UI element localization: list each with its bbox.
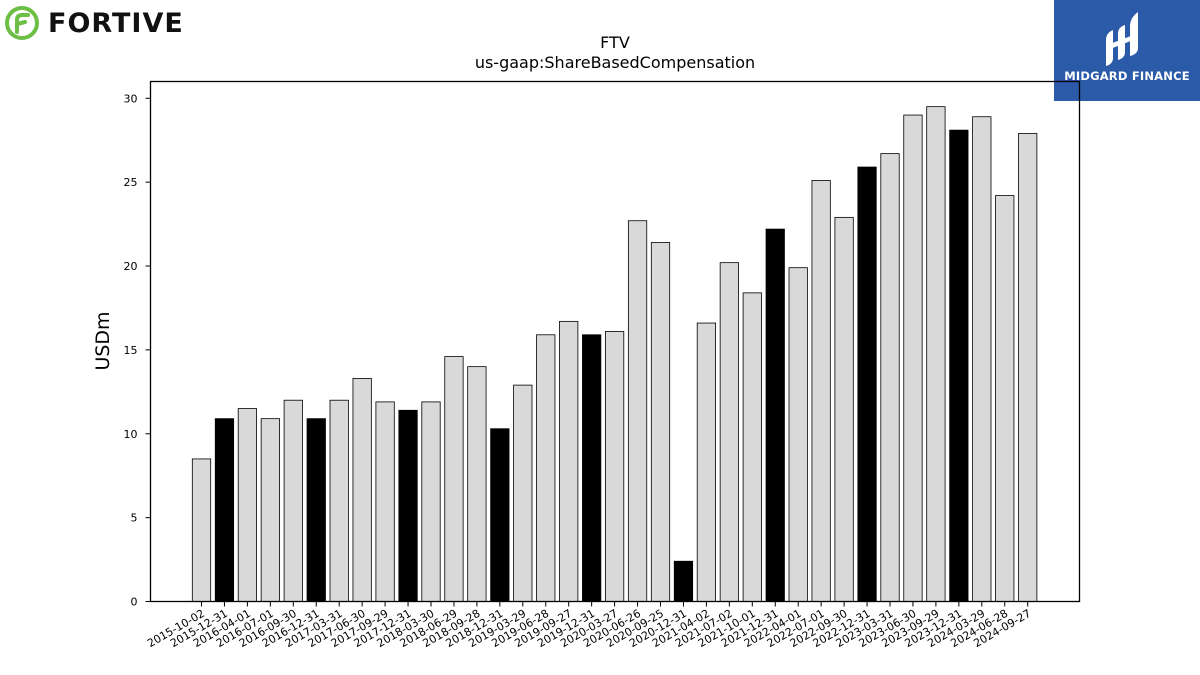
y-tick-label: 20 — [124, 260, 138, 273]
bar-2017-09-29 — [375, 401, 395, 602]
bar-2020-09-25 — [650, 242, 671, 602]
bar-2018-09-28 — [467, 366, 487, 602]
bar-2016-04-01 — [237, 408, 257, 602]
fortive-mark-icon — [5, 6, 39, 40]
bar-2020-03-27 — [605, 331, 625, 602]
bar-2019-12-31 — [582, 334, 602, 602]
bar-2015-12-31 — [214, 418, 235, 602]
bar-2023-03-31 — [880, 153, 900, 602]
bar-2017-03-31 — [329, 399, 349, 602]
bar-2022-12-31 — [857, 166, 877, 602]
y-axis: 0 5 10 15 20 25 30 — [124, 92, 151, 609]
bar-2016-12-31 — [306, 418, 326, 602]
bar-2015-10-02 — [191, 458, 212, 602]
bar-2018-12-31 — [490, 428, 510, 602]
bar-2019-09-27 — [559, 320, 579, 602]
bar-2021-07-02 — [719, 262, 739, 602]
y-tick-label: 5 — [131, 512, 138, 525]
bar-2023-09-29 — [926, 106, 946, 602]
bar-2018-06-29 — [444, 356, 464, 602]
bar-2021-12-31 — [765, 228, 785, 602]
bar-2022-04-01 — [788, 267, 808, 602]
bar-2019-06-28 — [536, 334, 556, 602]
y-tick-label: 30 — [124, 92, 138, 105]
y-tick-label: 10 — [124, 428, 138, 441]
y-axis-label: USDm — [92, 311, 114, 370]
y-tick-label: 15 — [124, 344, 138, 357]
chart-subtitle: us-gaap:ShareBasedCompensation — [475, 53, 755, 72]
bar-2017-06-30 — [352, 377, 372, 602]
bar-2022-09-30 — [834, 216, 854, 602]
bar-2017-12-31 — [398, 409, 418, 602]
bars-group — [191, 106, 1038, 602]
midgard-finance-logo: MIDGARD FINANCE — [1054, 0, 1200, 101]
chart-title: FTV — [600, 33, 630, 52]
x-axis: 2015-10-022015-12-312016-04-012016-07-01… — [145, 601, 1033, 650]
bar-2018-03-30 — [421, 401, 441, 602]
bar-2020-06-26 — [627, 220, 648, 602]
y-tick-label: 0 — [131, 596, 138, 609]
bar-2019-03-29 — [513, 384, 533, 602]
bar-2021-10-01 — [742, 292, 762, 602]
bar-2024-06-28 — [995, 195, 1015, 602]
bar-2024-03-29 — [972, 116, 992, 602]
midgard-finance-wordmark: MIDGARD FINANCE — [1064, 69, 1190, 83]
bar-2023-12-31 — [949, 129, 969, 602]
bar-2024-09-27 — [1018, 133, 1038, 602]
bar-2023-06-30 — [903, 114, 923, 602]
bar-2016-07-01 — [260, 418, 280, 602]
plot-frame — [149, 80, 1081, 603]
y-tick-label: 25 — [124, 176, 138, 189]
bar-2022-07-01 — [811, 180, 831, 602]
midgard-mark-icon — [1106, 12, 1138, 66]
fortive-logo: FORTIVE — [4, 4, 184, 42]
bar-2020-12-31 — [673, 560, 694, 602]
bar-2016-09-30 — [283, 399, 303, 602]
bar-2021-04-02 — [696, 322, 717, 602]
fortive-wordmark: FORTIVE — [48, 7, 184, 39]
